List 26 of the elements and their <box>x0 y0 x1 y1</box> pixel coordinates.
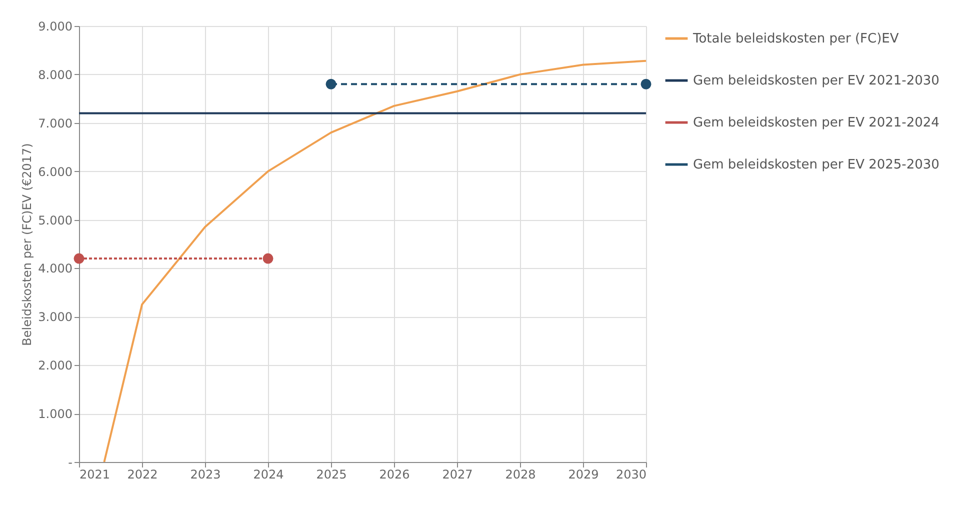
legend-label: Gem beleidskosten per EV 2021-2024 <box>693 116 940 130</box>
line-series <box>103 60 646 462</box>
y-tick-label: 1.000 <box>38 407 72 422</box>
x-tick-label: 2025 <box>316 468 347 482</box>
y-axis-title: Beleidskosten per (FC)EV (€2017) <box>20 143 34 346</box>
x-tick-label: 2024 <box>253 468 284 482</box>
y-tick-label: 3.000 <box>38 310 72 324</box>
x-tick-label: 2026 <box>379 468 410 482</box>
y-tick-label: 4.000 <box>38 262 72 276</box>
y-tick-label: 2.000 <box>38 358 72 373</box>
x-tick-label: 2029 <box>568 468 599 482</box>
y-tick-label: 7.000 <box>38 116 72 130</box>
x-tick-label: 2021 <box>80 468 110 482</box>
x-tick-label: 2028 <box>505 468 536 482</box>
x-tick-label: 2027 <box>442 468 473 482</box>
y-tick-label: 8.000 <box>38 68 72 82</box>
x-tick-label: 2030 <box>616 468 646 482</box>
x-tick-label: 2023 <box>190 468 221 482</box>
y-tick-label: 6.000 <box>38 164 72 179</box>
y-tick-label: - <box>68 456 72 470</box>
x-tick-label: 2022 <box>127 468 158 482</box>
y-tick-label: 5.000 <box>38 213 72 228</box>
legend-label: Gem beleidskosten per EV 2025-2030 <box>693 158 940 172</box>
legend-label: Totale beleidskosten per (FC)EV <box>692 32 899 46</box>
y-tick-label: 9.000 <box>38 20 72 34</box>
legend-label: Gem beleidskosten per EV 2021-2030 <box>693 74 940 88</box>
